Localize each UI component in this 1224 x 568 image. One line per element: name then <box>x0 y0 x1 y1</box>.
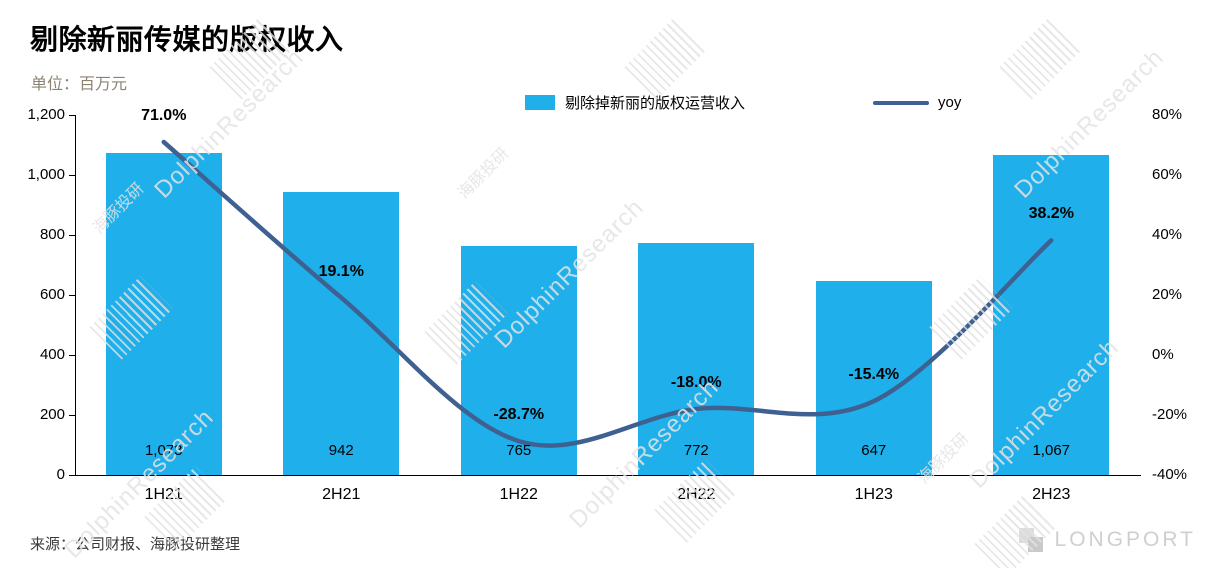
bar-value-label: 765 <box>506 442 532 459</box>
y-axis-tick-label: 1,200 <box>27 106 65 123</box>
y2-axis-tick-label: -40% <box>1152 466 1188 483</box>
legend-line-group: yoy <box>873 94 961 111</box>
y-axis-tick-mark <box>69 295 75 296</box>
y-axis-tick-label: 600 <box>39 286 65 303</box>
y-axis-tick-mark <box>69 235 75 236</box>
x-axis-label-2H21: 2H21 <box>322 486 361 503</box>
y-axis-tick-label: 0 <box>56 466 65 483</box>
y2-axis-tick-label: -20% <box>1152 406 1188 423</box>
y-axis-tick-label: 200 <box>39 406 65 423</box>
y2-axis-tick-label: 60% <box>1152 166 1183 183</box>
y2-axis-tick-label: 20% <box>1152 286 1183 303</box>
y-axis-line <box>75 115 76 475</box>
y2-axis-tick-label: 80% <box>1152 106 1183 123</box>
x-axis-label-1H23: 1H23 <box>854 486 893 503</box>
legend-line-swatch-icon <box>873 100 930 105</box>
y-axis-tick-mark <box>69 175 75 176</box>
unit-label: 单位：百万元 <box>31 76 128 93</box>
y-axis-tick-mark <box>69 415 75 416</box>
bar-value-label: 647 <box>861 442 887 459</box>
y-axis-tick-mark <box>69 115 75 116</box>
legend-bar-swatch-icon <box>525 95 555 110</box>
yoy-value-label: -15.4% <box>848 366 900 384</box>
yoy-value-label: -18.0% <box>670 374 722 391</box>
yoy-value-label: 71.0% <box>141 107 187 124</box>
bar-value-label: 1,073 <box>144 442 183 459</box>
bar-value-label: 942 <box>328 442 354 459</box>
yoy-value-label: -28.7% <box>493 406 545 424</box>
yoy-value-label: 19.1% <box>318 262 364 280</box>
y-axis-tick-label: 1,000 <box>27 166 65 183</box>
x-axis-line <box>75 475 1141 476</box>
y-axis-tick-label: 400 <box>39 346 65 363</box>
y2-axis-tick-label: 40% <box>1152 226 1183 243</box>
yoy-value-label: 38.2% <box>1028 205 1074 223</box>
legend-line-label: yoy <box>938 94 962 111</box>
y-axis-tick-mark <box>69 475 75 476</box>
y2-axis-tick-label: 0% <box>1152 346 1174 363</box>
x-axis-label-1H22: 1H22 <box>499 486 538 503</box>
y-axis-tick-mark <box>69 355 75 356</box>
bar-value-label: 772 <box>683 442 709 459</box>
y-axis-tick-label: 800 <box>39 226 65 243</box>
bar-2H22 <box>638 243 755 475</box>
bar-value-label: 1,067 <box>1032 442 1071 459</box>
brand-text: LONGPORT <box>1054 528 1196 551</box>
